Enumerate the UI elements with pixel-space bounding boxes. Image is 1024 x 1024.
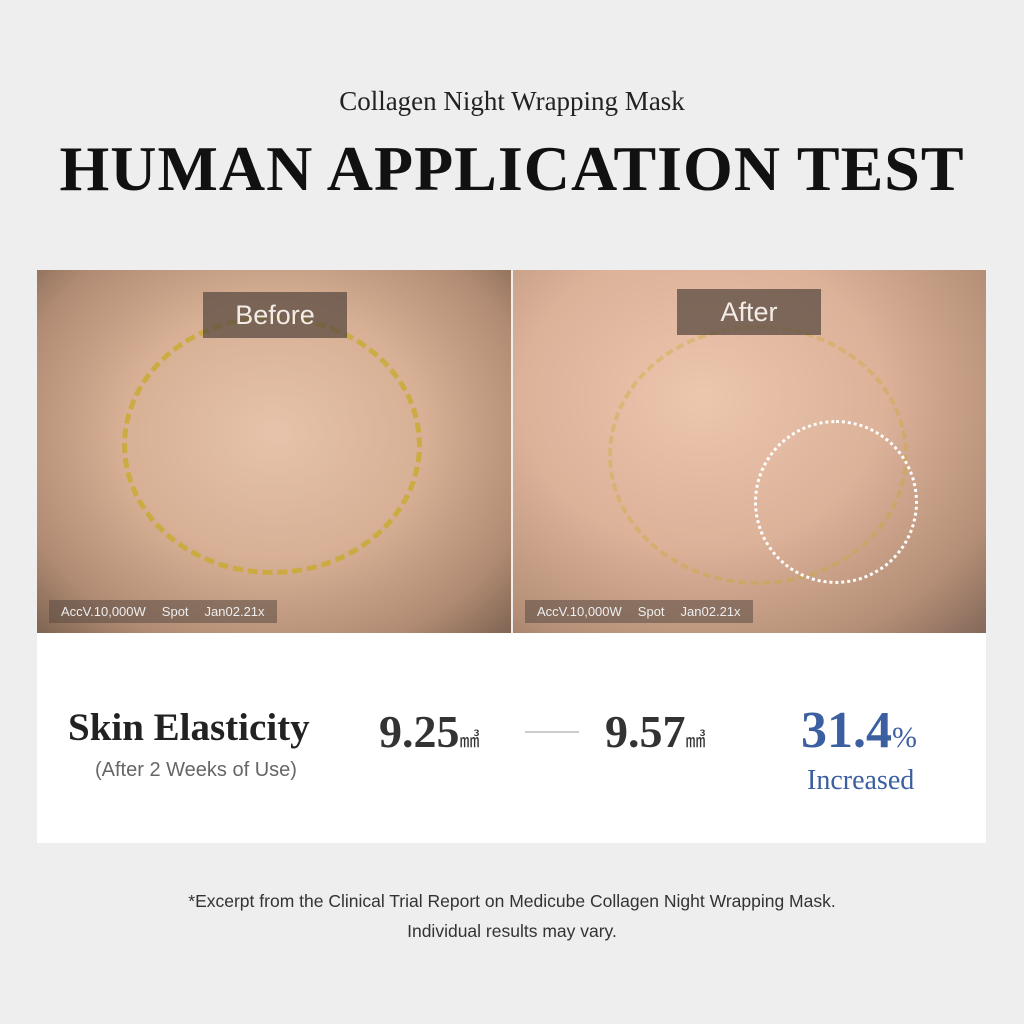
meta-voltage: AccV.10,000W [61, 604, 146, 619]
metric-name: Skin Elasticity [68, 706, 310, 749]
product-subtitle: Collagen Night Wrapping Mask [339, 86, 685, 116]
page-title: HUMAN APPLICATION TEST [59, 133, 965, 204]
before-image: Before AccV.10,000W Spot Jan02.21x [37, 270, 511, 633]
image-metadata: AccV.10,000W Spot Jan02.21x [525, 600, 753, 623]
meta-mode: Spot [161, 604, 189, 619]
meta-date: Jan02.21x [680, 604, 741, 619]
arrow-icon [525, 731, 579, 733]
before-value: 9.25㎣ [379, 706, 480, 757]
after-value: 9.57㎣ [605, 706, 706, 757]
highlight-circle [754, 420, 918, 584]
spot-circle [122, 315, 422, 575]
meta-date: Jan02.21x [204, 604, 265, 619]
image-metadata: AccV.10,000W Spot Jan02.21x [49, 600, 277, 623]
disclaimer-line: *Excerpt from the Clinical Trial Report … [188, 891, 836, 911]
after-label: After [677, 289, 821, 335]
percent-change: 31.4% [801, 702, 917, 759]
after-image: After AccV.10,000W Spot Jan02.21x [513, 270, 986, 633]
meta-voltage: AccV.10,000W [537, 604, 622, 619]
result-panel: Skin Elasticity (After 2 Weeks of Use) 9… [37, 633, 986, 843]
before-label: Before [203, 292, 347, 338]
metric-period: (After 2 Weeks of Use) [95, 759, 297, 781]
change-label: Increased [807, 765, 915, 796]
disclaimer: *Excerpt from the Clinical Trial Report … [0, 886, 1024, 946]
disclaimer-line: Individual results may vary. [407, 921, 617, 941]
meta-mode: Spot [637, 604, 665, 619]
